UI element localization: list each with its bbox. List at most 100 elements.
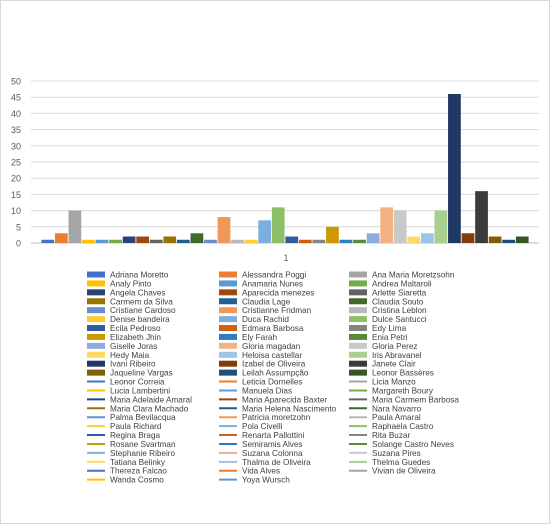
legend-label: Hedy Maia xyxy=(110,351,150,360)
legend-label: Ivani Ribeiro xyxy=(110,360,156,369)
legend-item: Anamaria Nunes xyxy=(219,279,303,288)
legend-item: Arlette Siaretta xyxy=(349,288,427,297)
bar xyxy=(271,207,285,243)
bar xyxy=(326,226,339,243)
legend-label: Suzana Colonna xyxy=(242,449,303,458)
legend-swatch xyxy=(87,298,105,305)
legend-swatch xyxy=(87,342,105,349)
legend-swatch xyxy=(349,289,367,296)
legend-label: Solange Castro Neves xyxy=(372,440,454,449)
legend-swatch xyxy=(87,325,105,332)
legend-item: Giselle Joras xyxy=(87,342,157,351)
legend-item: Maria Aparecida Baxter xyxy=(219,395,327,404)
legend-swatch xyxy=(349,351,367,358)
legend-item: Leonor Bassères xyxy=(349,369,434,378)
legend-swatch xyxy=(349,342,367,349)
y-tick-labels: 0 5 10 15 20 25 30 35 40 45 50 xyxy=(11,77,21,249)
bar xyxy=(353,239,366,243)
legend-swatch xyxy=(219,360,237,367)
legend-item: Stephanie Ribeiro xyxy=(87,449,176,458)
bar xyxy=(448,93,461,244)
y-tick-label: 10 xyxy=(11,206,21,216)
legend-item: Andrea Maltaroli xyxy=(349,279,432,288)
legend-label: Suzana Pires xyxy=(372,449,421,458)
legend-label: Leonor Correia xyxy=(110,378,165,387)
legend-label: Semiramis Alves xyxy=(242,440,303,449)
legend-item: Yoya Wursch xyxy=(219,476,290,485)
legend-label: Leonor Bassères xyxy=(372,369,434,378)
legend-item: Margareth Boury xyxy=(349,386,434,395)
legend-item: Jaqueline Vargas xyxy=(87,369,173,378)
legend-item: Lucia Lambertini xyxy=(87,386,170,395)
y-tick-label: 0 xyxy=(16,239,21,249)
legend-swatch xyxy=(219,351,237,358)
legend-item: Enia Petri xyxy=(349,333,408,342)
legend-swatch xyxy=(219,342,237,349)
legend-label: Alessandra Poggi xyxy=(242,271,306,280)
legend-label: Edmara Barbosa xyxy=(242,324,304,333)
bar xyxy=(163,236,177,243)
legend-item: Izabel de Oliveira xyxy=(219,360,306,369)
legend-swatch xyxy=(87,333,105,340)
legend-label: Denise bandeira xyxy=(110,315,170,324)
y-tick-label: 35 xyxy=(11,125,21,135)
legend-swatch xyxy=(219,369,237,376)
legend-label: Edy Lima xyxy=(372,324,407,333)
legend-item: Tatiana Belinky xyxy=(87,458,166,467)
legend-swatch xyxy=(219,316,237,323)
legend-label: Licia Manzo xyxy=(372,378,416,387)
legend-label: Thereza Falcao xyxy=(110,467,167,476)
bar xyxy=(434,210,448,243)
legend-label: Raphaela Castro xyxy=(372,422,434,431)
legend-item: Analy Pinto xyxy=(87,279,152,288)
legend-item: Nara Navarro xyxy=(349,404,422,413)
legend-swatch xyxy=(87,271,105,278)
legend-item: Wanda Cosmo xyxy=(87,476,164,485)
bar xyxy=(258,220,272,243)
legend-label: Arlette Siaretta xyxy=(372,288,427,297)
bar xyxy=(502,239,516,243)
legend-label: Pola Civelli xyxy=(242,422,283,431)
legend-label: Heloisa castellar xyxy=(242,351,302,360)
bar xyxy=(366,233,380,243)
legend-swatch xyxy=(219,271,237,278)
legend-label: Iris Abravanel xyxy=(372,351,422,360)
legend-item: Maria Helena Nascimento xyxy=(219,404,337,413)
legend-label: Thelma Guedes xyxy=(372,458,430,467)
legend-swatch xyxy=(87,280,105,287)
legend-swatch xyxy=(219,325,237,332)
bar xyxy=(136,236,150,243)
legend-item: Paula Richard xyxy=(87,422,162,431)
legend-label: Regina Braga xyxy=(110,431,161,440)
legend-label: Carmem da Silva xyxy=(110,297,173,306)
legend-swatch xyxy=(219,333,237,340)
legend-label: Thalma de Oliveira xyxy=(242,458,311,467)
legend-item: Edy Lima xyxy=(349,324,407,333)
legend-label: Janete Clair xyxy=(372,360,416,369)
legend-item: Pola Civelli xyxy=(219,422,283,431)
legend-item: Maria Carmem Barbosa xyxy=(349,395,459,404)
legend-swatch xyxy=(349,307,367,314)
legend-label: Jaqueline Vargas xyxy=(110,369,173,378)
legend-swatch xyxy=(87,316,105,323)
legend-item: Semiramis Alves xyxy=(219,440,303,449)
legend-item: Iris Abravanel xyxy=(349,351,422,360)
legend-label: Anamaria Nunes xyxy=(242,279,303,288)
legend-label: Rita Buzar xyxy=(372,431,410,440)
legend-swatch xyxy=(219,307,237,314)
legend-item: Angela Chaves xyxy=(87,288,166,297)
legend-item: Renarta Pallottini xyxy=(219,431,305,440)
legend-label: Nara Navarro xyxy=(372,404,422,413)
bar xyxy=(420,233,434,243)
legend-item: Claudia Souto xyxy=(349,297,424,306)
legend-item: Janete Clair xyxy=(349,360,416,369)
legend-label: Ana Maria Moretzsohn xyxy=(372,271,455,280)
legend-item: Ana Maria Moretzsohn xyxy=(349,271,455,280)
bar xyxy=(190,233,204,243)
legend-label: Cristina Leblon xyxy=(372,306,427,315)
legend-label: Elizabeth Jhin xyxy=(110,333,161,342)
legend-item: Solange Castro Neves xyxy=(349,440,454,449)
bar xyxy=(109,239,122,243)
bar xyxy=(339,239,353,243)
